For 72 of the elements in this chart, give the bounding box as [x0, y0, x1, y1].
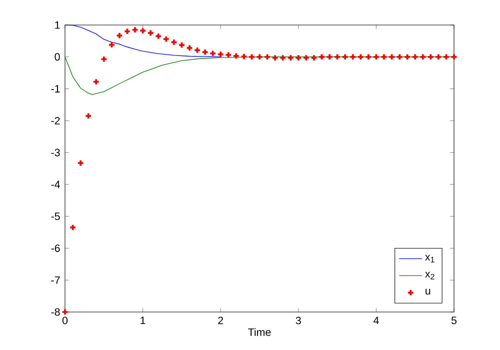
point — [92, 78, 100, 86]
legend-label: x$_{1}$ — [425, 254, 434, 262]
point — [434, 53, 442, 60]
legend-label: x$_{2}$ — [425, 272, 434, 280]
point — [388, 53, 396, 60]
point — [264, 53, 271, 60]
x-tick-label: 2 — [218, 316, 224, 324]
point — [116, 32, 124, 40]
y-tick-label: -4 — [51, 180, 60, 188]
x-axis-title: Time — [248, 328, 271, 336]
point — [450, 53, 458, 60]
point — [217, 50, 224, 58]
x-tick-label: 3 — [296, 316, 301, 324]
point — [318, 53, 326, 60]
point — [287, 54, 294, 62]
point — [294, 54, 302, 62]
point — [69, 224, 76, 232]
point — [240, 52, 248, 60]
y-tick-label: -8 — [51, 308, 60, 316]
point — [84, 112, 92, 120]
point — [396, 53, 404, 60]
point — [349, 53, 356, 60]
point — [108, 41, 116, 48]
point — [178, 41, 186, 49]
point — [256, 53, 264, 60]
point — [170, 38, 178, 46]
point — [310, 54, 318, 62]
point — [139, 27, 146, 34]
point — [442, 53, 450, 60]
point — [194, 46, 201, 54]
point — [334, 53, 341, 60]
legend-label: u — [426, 288, 430, 295]
x-tick-label: 0 — [62, 316, 68, 324]
point — [271, 54, 279, 62]
y-tick-label: -2 — [51, 116, 60, 124]
point — [162, 35, 170, 43]
y-tick-label: -5 — [51, 212, 60, 220]
point — [100, 56, 108, 63]
point — [341, 53, 349, 60]
y-tick-label: -3 — [51, 148, 60, 156]
point — [404, 53, 411, 60]
point — [201, 48, 209, 56]
point — [302, 54, 310, 62]
y-tick-label: -1 — [51, 85, 60, 92]
line-series — [65, 25, 221, 58]
point — [412, 53, 419, 60]
y-tick-label: -7 — [51, 276, 60, 284]
x-tick-label: 1 — [140, 316, 146, 324]
point — [146, 29, 154, 37]
point — [209, 50, 216, 57]
point — [154, 32, 162, 40]
point — [186, 44, 194, 52]
point — [372, 53, 380, 60]
point — [364, 53, 372, 60]
point — [380, 53, 388, 60]
y-tick-label: -6 — [51, 244, 60, 252]
point — [279, 54, 286, 62]
point — [419, 53, 426, 60]
point — [224, 51, 232, 59]
point — [326, 53, 334, 60]
point — [124, 28, 131, 35]
y-tick-label: 0 — [54, 53, 60, 61]
x-tick-label: 5 — [451, 316, 457, 324]
point — [76, 159, 84, 167]
x-tick-label: 4 — [373, 316, 379, 324]
point — [357, 53, 364, 60]
point — [232, 52, 240, 60]
point — [61, 308, 69, 316]
y-tick-label: 1 — [55, 21, 60, 29]
point — [131, 26, 139, 34]
point — [427, 53, 434, 60]
point — [248, 53, 256, 60]
